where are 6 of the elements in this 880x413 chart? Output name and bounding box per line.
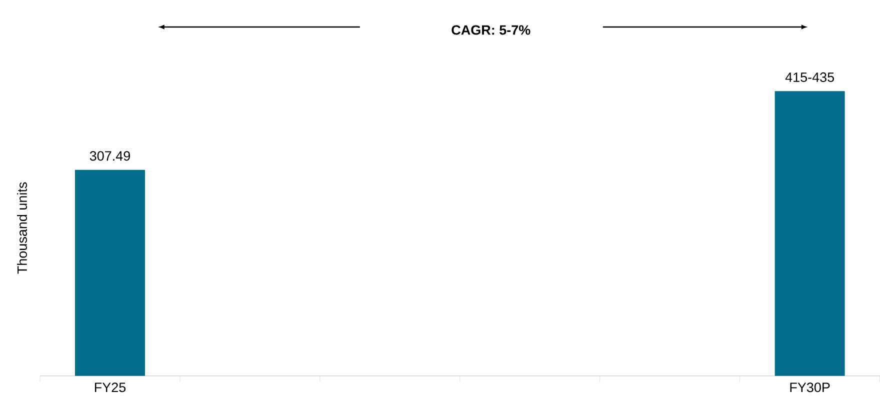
data-label: 307.49 <box>90 151 130 161</box>
data-label: 415-435 <box>785 72 834 82</box>
y-axis-title: Thousand units <box>17 182 27 274</box>
text: CAGR: 5-7% <box>452 25 530 35</box>
x-tick-label: FY25 <box>94 382 126 392</box>
x-tick-label: FY30P <box>790 382 830 392</box>
